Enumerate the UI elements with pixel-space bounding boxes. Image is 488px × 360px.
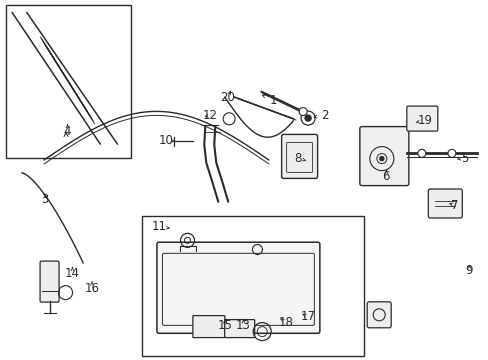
Text: 14: 14 [65, 267, 80, 280]
Text: 15: 15 [217, 319, 232, 332]
Circle shape [447, 149, 455, 157]
Circle shape [379, 157, 383, 161]
FancyBboxPatch shape [40, 261, 59, 302]
Text: 19: 19 [417, 114, 432, 127]
FancyBboxPatch shape [359, 127, 408, 186]
FancyBboxPatch shape [281, 134, 317, 179]
Circle shape [305, 115, 310, 121]
Text: 11: 11 [151, 220, 166, 233]
Text: 5: 5 [460, 152, 468, 165]
Text: 10: 10 [159, 134, 173, 147]
FancyBboxPatch shape [157, 242, 319, 333]
FancyBboxPatch shape [366, 302, 390, 328]
Text: 3: 3 [41, 193, 49, 206]
Text: 18: 18 [278, 316, 293, 329]
Text: 2: 2 [321, 109, 328, 122]
Bar [6, 5, 131, 158]
Text: 12: 12 [203, 109, 217, 122]
Text: 17: 17 [300, 310, 315, 323]
FancyBboxPatch shape [427, 189, 461, 218]
Text: 8: 8 [294, 152, 302, 165]
FancyBboxPatch shape [192, 316, 224, 338]
Text: 9: 9 [465, 264, 472, 276]
Circle shape [417, 149, 425, 157]
Text: 16: 16 [84, 282, 99, 294]
Bar [142, 216, 364, 356]
Text: 7: 7 [450, 199, 458, 212]
Circle shape [299, 108, 306, 116]
Text: 4: 4 [63, 125, 71, 138]
Text: 6: 6 [382, 170, 389, 183]
Text: 1: 1 [269, 94, 277, 107]
Text: 13: 13 [236, 319, 250, 332]
Text: 20: 20 [220, 91, 234, 104]
FancyBboxPatch shape [406, 106, 437, 131]
FancyBboxPatch shape [224, 320, 254, 338]
